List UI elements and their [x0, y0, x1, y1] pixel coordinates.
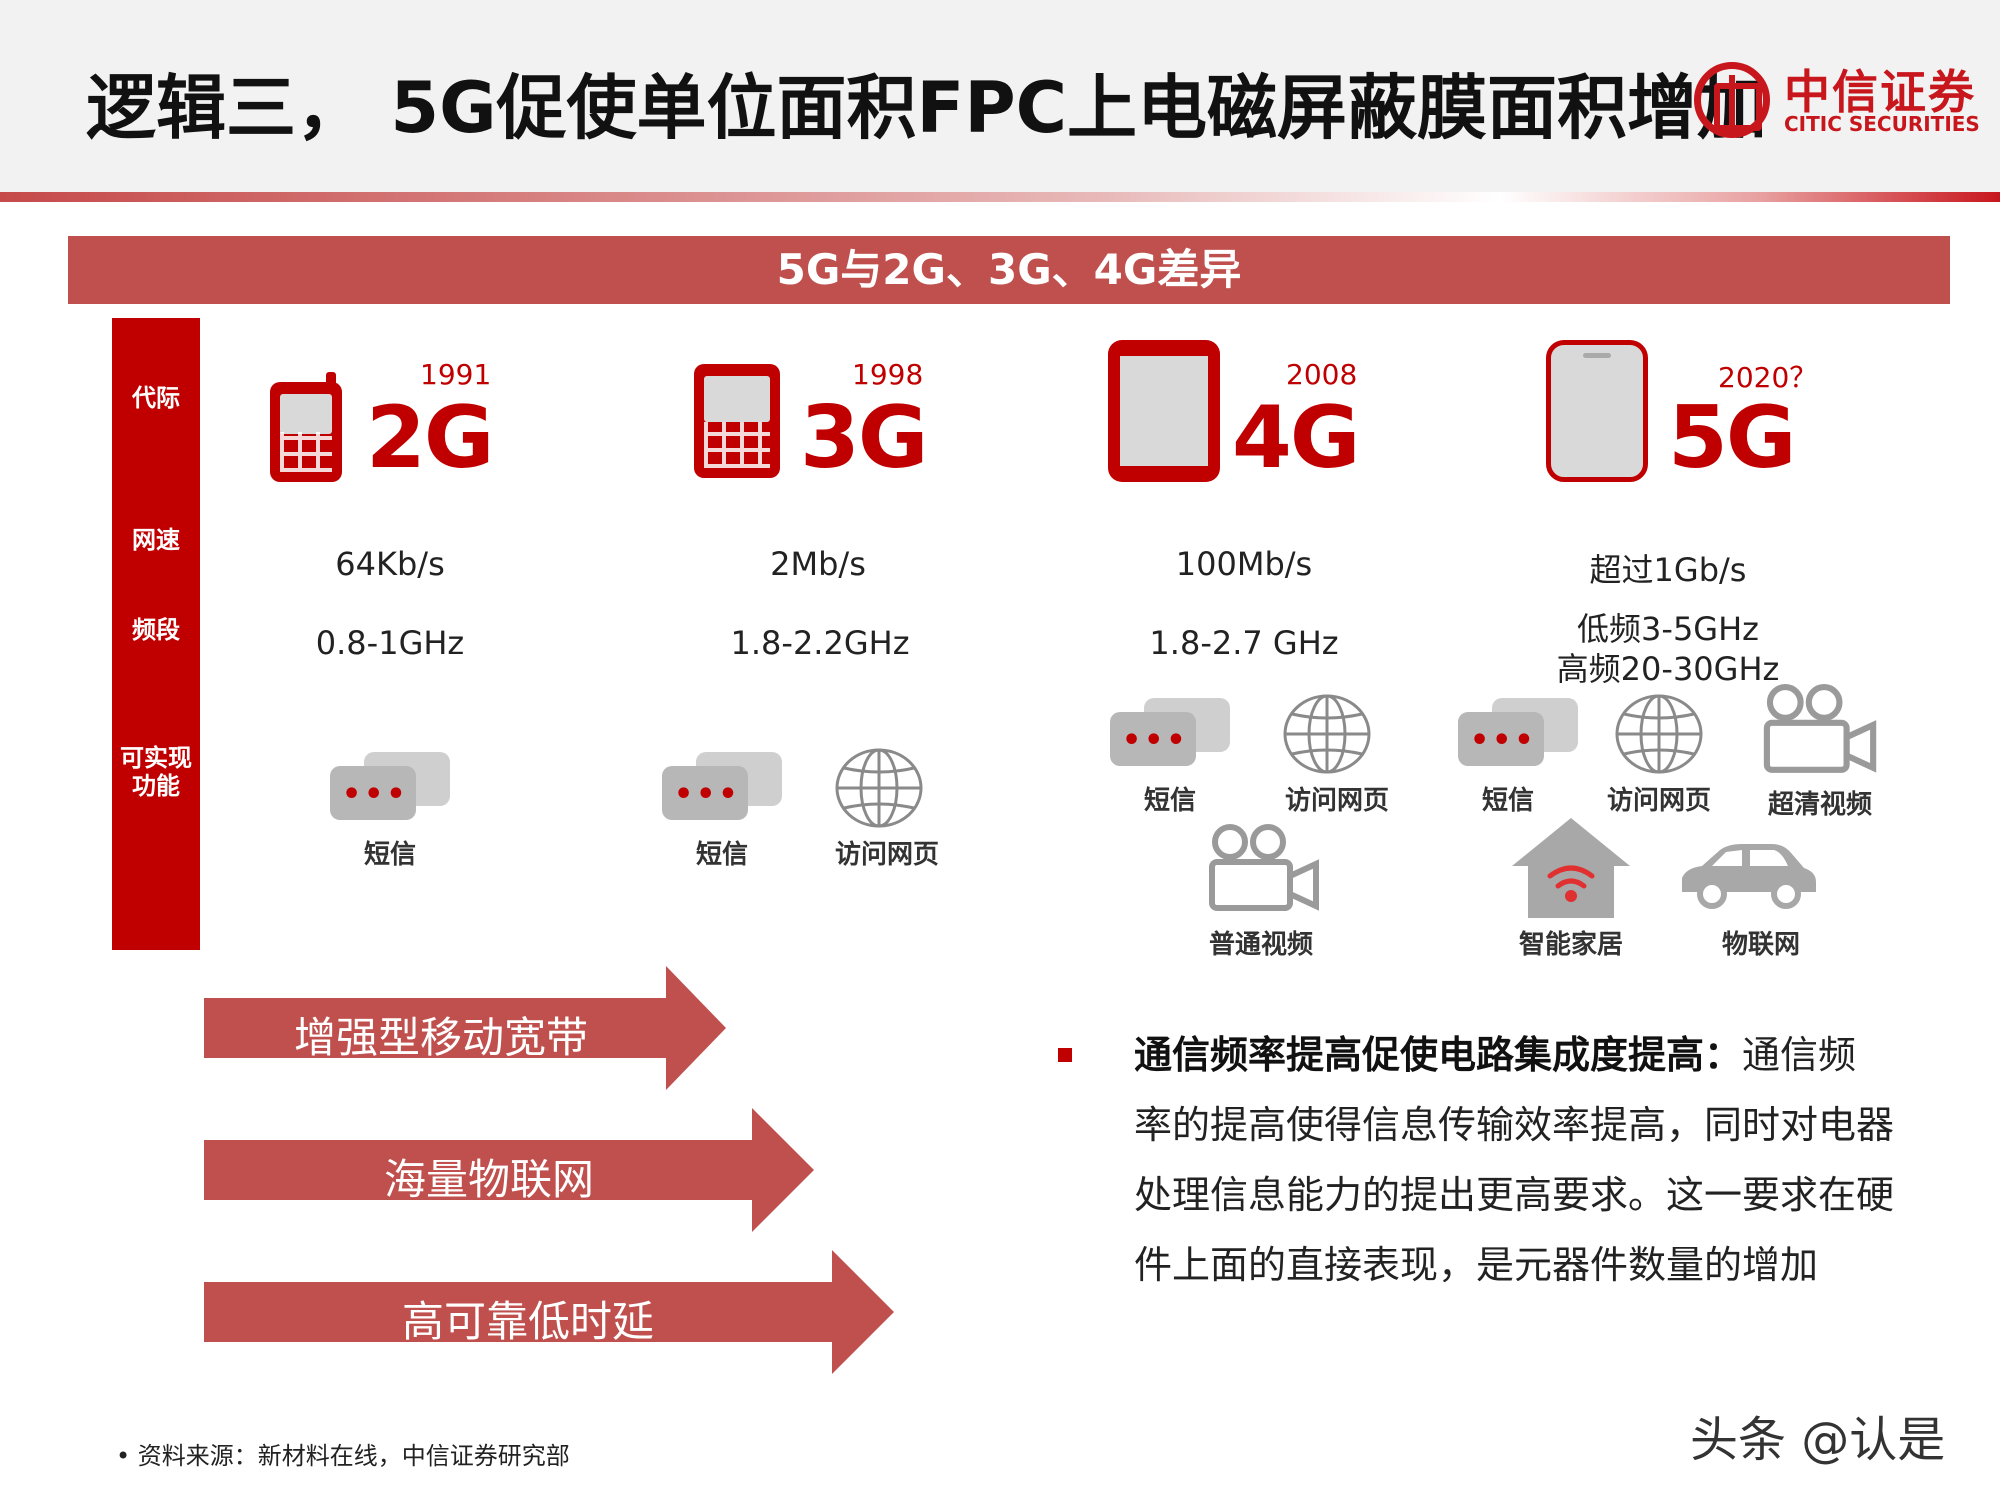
year-label: 2008	[1286, 358, 1358, 391]
arrow-label-embb: 增强型移动宽带	[294, 1013, 589, 1062]
video-camera-icon	[1209, 824, 1319, 911]
speed-value: 超过1Gb/s	[1589, 551, 1747, 589]
band-value: 1.8-2.2GHz	[730, 624, 910, 662]
function-label: 智能家居	[1518, 930, 1623, 960]
sms-icon: •••	[330, 752, 450, 822]
speed-value: 2Mb/s	[770, 545, 866, 583]
bullet-marker	[1058, 1048, 1072, 1062]
source-text: 资料来源：新材料在线，中信证券研究部	[137, 1442, 570, 1470]
function-label: 物联网	[1721, 930, 1800, 960]
globe-icon	[1615, 694, 1703, 774]
function-label: 短信	[1143, 786, 1196, 816]
function-label: 访问网页	[1606, 786, 1711, 816]
row-label-generation: 代际	[132, 384, 180, 412]
smartphone-icon	[1546, 340, 1648, 482]
smart-home-icon	[1512, 818, 1630, 918]
description-paragraph: 通信频率提高促使电路集成度提高：通信频率的提高使得信息传输效率提高，同时对电器处…	[1134, 1020, 1894, 1300]
citic-logo: 中信证券 CITIC SECURITIES	[1694, 62, 1994, 142]
row-label-band: 频段	[132, 616, 180, 644]
row-label-speed: 网速	[132, 526, 180, 554]
paragraph-body: 通信频率的提高使得信息传输效率提高，同时对电器处理信息能力的提出更高要求。这一要…	[1134, 1033, 1895, 1287]
globe-icon	[835, 748, 923, 828]
hd-video-camera-icon	[1763, 684, 1877, 773]
globe-icon	[1283, 694, 1371, 774]
row-label-sidebar: 代际 网速 频段 可实现功能	[112, 318, 200, 950]
generation-name: 3G	[800, 388, 928, 488]
citic-emblem-icon	[1694, 62, 1770, 138]
row-label-functions: 可实现功能	[120, 744, 192, 800]
paragraph-heading: 通信频率提高促使电路集成度提高：	[1134, 1033, 1743, 1077]
arrow-embb	[204, 966, 726, 1090]
function-label: 短信	[1481, 786, 1534, 816]
function-label: 短信	[363, 840, 416, 870]
generation-name: 5G	[1668, 388, 1796, 488]
sms-icon: •••	[662, 752, 782, 822]
generation-name: 4G	[1232, 388, 1360, 488]
function-label: 超清视频	[1767, 790, 1872, 820]
sms-icon: •••	[1110, 698, 1230, 768]
logo-english-text: CITIC SECURITIES	[1784, 112, 1980, 136]
band-value: 0.8-1GHz	[315, 624, 465, 662]
car-icon	[1682, 844, 1816, 909]
arrow-urllc	[204, 1250, 894, 1374]
feature-phone-icon	[270, 372, 342, 482]
year-label: 1998	[852, 358, 924, 391]
arrow-mmtc	[204, 1108, 814, 1232]
source-note: • 资料来源：新材料在线，中信证券研究部	[116, 1442, 570, 1470]
band-low-value: 低频3-5GHz	[1577, 610, 1759, 648]
arrow-label-mmtc: 海量物联网	[384, 1155, 595, 1204]
speed-value: 64Kb/s	[335, 545, 445, 583]
feature-phone-icon	[694, 364, 780, 478]
function-label: 普通视频	[1208, 930, 1313, 960]
tablet-icon	[1108, 340, 1220, 482]
band-high-value: 高频20-30GHz	[1556, 650, 1780, 688]
sms-icon: •••	[1458, 698, 1578, 768]
year-label: 1991	[420, 358, 492, 391]
function-label: 访问网页	[834, 840, 939, 870]
year-label: 2020？	[1718, 361, 1818, 394]
arrow-label-urllc: 高可靠低时延	[402, 1297, 655, 1346]
band-value: 1.8-2.7 GHz	[1149, 624, 1339, 662]
generation-name: 2G	[366, 388, 494, 488]
section-banner: 5G与2G、3G、4G差异	[68, 236, 1950, 304]
page-title: 逻辑三， 5G促使单位面积FPC上电磁屏蔽膜面积增加	[86, 67, 1768, 149]
header-divider	[0, 192, 2000, 202]
function-label: 访问网页	[1284, 786, 1389, 816]
watermark: 头条 @认是	[1690, 1412, 1946, 1468]
function-label: 短信	[695, 840, 748, 870]
speed-value: 100Mb/s	[1175, 545, 1313, 583]
page-header: 逻辑三， 5G促使单位面积FPC上电磁屏蔽膜面积增加 中信证券 CITIC SE…	[0, 0, 2000, 192]
logo-chinese-text: 中信证券	[1784, 65, 1976, 119]
